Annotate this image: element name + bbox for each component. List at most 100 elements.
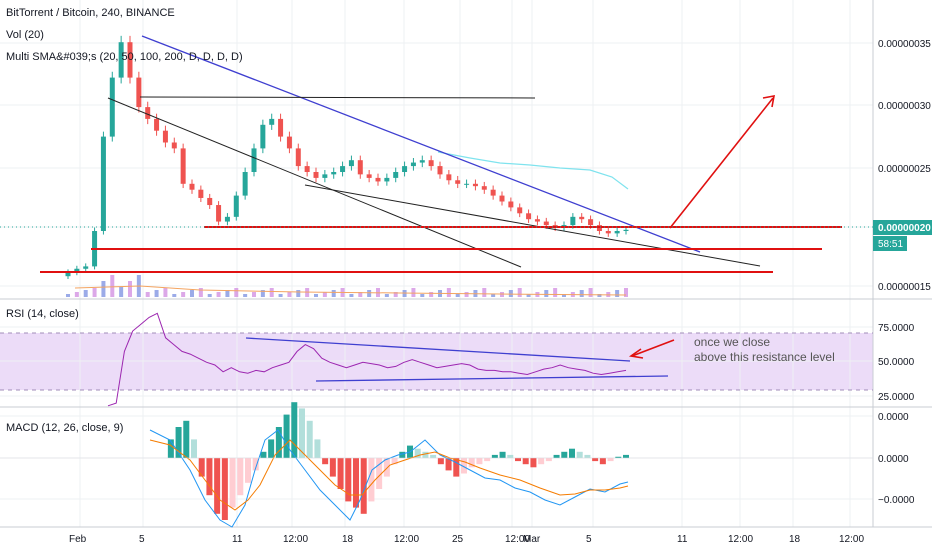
time-label-8: Mar [523, 534, 541, 545]
macd-bar-45 [484, 458, 491, 462]
candle-body-8 [136, 77, 142, 108]
volume-bar-41 [429, 292, 434, 297]
time-label-12: 18 [789, 534, 801, 545]
volume-bar-2 [83, 290, 88, 297]
trendline-lower-wedge [107, 97, 522, 268]
volume-bar-23 [269, 288, 274, 297]
volume-bar-28 [314, 294, 318, 297]
macd-bar-46 [491, 454, 498, 458]
candle-body-2 [83, 266, 89, 269]
volume-bar-60 [597, 294, 602, 297]
candles [65, 35, 629, 280]
macd-bar-34 [399, 451, 406, 458]
candle-body-25 [286, 136, 292, 149]
annotation-line-1: once we close [694, 335, 770, 349]
volume-bar-55 [553, 288, 558, 297]
macd-bar-44 [476, 458, 483, 465]
time-label-4: 18 [342, 534, 354, 545]
volume-bar-10 [154, 290, 159, 297]
candle-body-23 [269, 118, 275, 125]
volume-bar-5 [110, 275, 115, 297]
candle-body-50 [508, 201, 514, 208]
candle-body-59 [588, 219, 594, 226]
candle-body-1 [74, 268, 80, 273]
volume-bar-12 [172, 294, 177, 297]
macd-bar-28 [353, 458, 359, 508]
volume-bar-14 [190, 290, 194, 297]
macd-bar-26 [337, 458, 344, 489]
macd-bar-57 [576, 451, 583, 458]
symbol-title: BitTorrent / Bitcoin, 240, BINANCE [6, 7, 175, 19]
volume-bar-34 [367, 290, 372, 297]
candle-body-40 [419, 160, 425, 163]
volume-bar-51 [517, 288, 522, 297]
macd-bar-23 [314, 439, 321, 458]
candle-body-14 [189, 183, 195, 190]
annotation-line-2: above this resistance level [694, 350, 835, 364]
time-label-2: 11 [232, 534, 243, 545]
macd-bar-20 [291, 402, 298, 458]
price-tick-035: 0.00000035 [878, 39, 931, 50]
volume-bar-43 [446, 288, 451, 297]
countdown-badge [873, 236, 907, 251]
time-label-7: 12:00 [505, 534, 530, 545]
macd-bar-58 [584, 454, 591, 458]
macd-bar-32 [383, 458, 390, 477]
candle-body-12 [171, 142, 177, 149]
candle-body-52 [526, 213, 532, 220]
volume-bar-47 [482, 288, 487, 297]
time-label-0: Feb [69, 534, 87, 545]
candle-body-61 [605, 231, 611, 234]
macd-tick-top: 0.0000 [878, 412, 909, 423]
time-label-11: 12:00 [728, 534, 753, 545]
countdown-label: 58:51 [878, 239, 903, 250]
macd-bar-33 [391, 458, 398, 465]
macd-bar-31 [376, 458, 383, 489]
volume-bar-15 [198, 288, 203, 297]
candle-body-27 [304, 166, 310, 172]
macd-bar-51 [530, 458, 537, 468]
volume-bar-9 [145, 292, 150, 297]
candle-body-13 [180, 148, 186, 184]
candle-body-45 [464, 183, 470, 185]
volume-bar-24 [278, 294, 283, 297]
candle-body-63 [623, 229, 629, 231]
sma-line-cyan [437, 151, 629, 190]
candle-body-54 [543, 221, 549, 226]
rsi-tick-75: 75.0000 [878, 323, 915, 334]
candle-body-53 [534, 219, 540, 222]
macd-bar-42 [461, 458, 467, 474]
trendline-horizontal-top [139, 96, 536, 99]
candle-body-43 [446, 174, 452, 181]
volume-bar-0 [66, 294, 70, 297]
sma-legend: Multi SMA&#039;s (20, 50, 100, 200, D, D… [6, 51, 243, 63]
candle-body-7 [127, 42, 133, 78]
candle-body-39 [410, 162, 416, 167]
macd-tick-zero: 0.0000 [878, 454, 909, 465]
macd-bar-6 [183, 420, 190, 458]
macd-bar-18 [275, 427, 282, 458]
macd-bar-52 [538, 458, 545, 465]
macd-bar-7 [191, 439, 197, 458]
macd-bar-62 [615, 456, 622, 458]
macd-bar-24 [322, 458, 329, 465]
time-label-9: 5 [586, 534, 592, 545]
time-label-3: 12:00 [283, 534, 308, 545]
candle-body-26 [295, 148, 301, 167]
candle-body-16 [207, 197, 213, 206]
candle-body-36 [384, 177, 390, 182]
macd-bar-50 [522, 458, 529, 465]
current-price-label: 0.00000020 [878, 223, 931, 234]
candle-body-42 [437, 166, 443, 175]
candle-body-44 [455, 180, 461, 184]
candle-body-35 [375, 177, 381, 182]
candle-body-11 [162, 130, 168, 143]
candle-body-37 [393, 172, 399, 178]
volume-bar-40 [420, 294, 425, 297]
volume-bar-52 [526, 294, 531, 297]
rsi-tick-25: 25.0000 [878, 392, 915, 403]
rsi-tick-50: 50.0000 [878, 357, 915, 368]
volume-bar-56 [562, 294, 566, 297]
volume-bar-26 [296, 290, 301, 297]
